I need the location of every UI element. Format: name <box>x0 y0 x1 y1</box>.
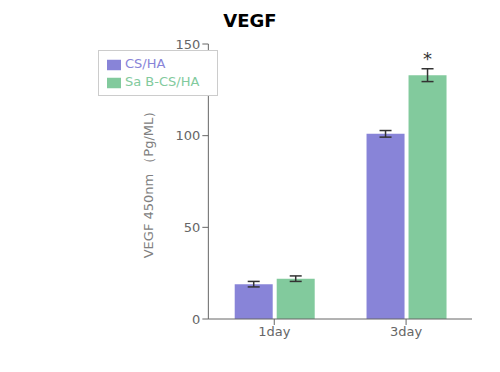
html-text:Sa B-CS/HA: Sa B-CS/HA <box>125 74 200 89</box>
svg-text:VEGF 450nm （Pg/ML）: VEGF 450nm （Pg/ML） <box>141 105 156 259</box>
svg-text:150: 150 <box>176 37 201 52</box>
html-text:VEGF: VEGF <box>223 10 277 31</box>
svg-text:1day: 1day <box>258 324 290 339</box>
svg-text:50: 50 <box>184 220 201 235</box>
svg-text:100: 100 <box>176 128 201 143</box>
svg-text:*: * <box>423 48 432 69</box>
svg-text:0: 0 <box>192 312 200 327</box>
html-text:CS/HA: CS/HA <box>125 56 166 71</box>
svg-text:3day: 3day <box>390 324 422 339</box>
